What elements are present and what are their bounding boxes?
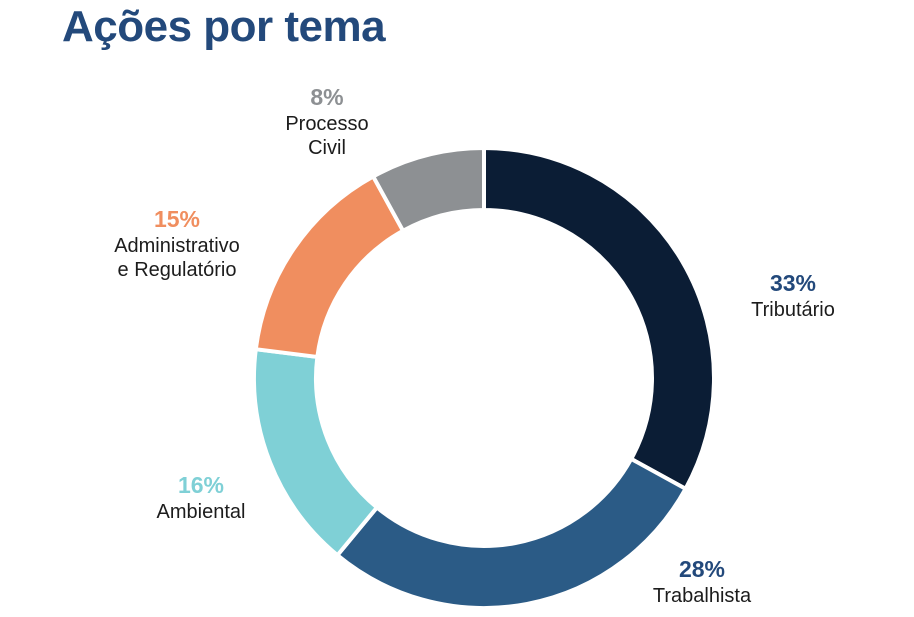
pct-label-administrativo: 15% (153, 206, 201, 232)
slice-label-tributario: 33% Tributário (738, 270, 848, 322)
pct-label-trabalhista: 28% (678, 556, 726, 582)
slice-label-processo-civil: 8% Processo Civil (262, 84, 392, 160)
category-label-administrativo: Administrativo e Regulatório (114, 234, 240, 281)
slice-tributario (482, 145, 716, 492)
pct-label-ambiental: 16% (177, 472, 225, 498)
category-label-processo-civil: Processo Civil (285, 112, 369, 159)
chart-title: Ações por tema (62, 2, 386, 51)
category-label-ambiental: Ambiental (156, 500, 246, 523)
category-label-trabalhista: Trabalhista (652, 584, 752, 607)
slice-label-trabalhista: 28% Trabalhista (640, 556, 764, 608)
pct-label-processo-civil: 8% (310, 84, 344, 110)
slice-processo-civil (370, 145, 486, 234)
slice-trabalhista (334, 456, 689, 610)
slice-administrativo (253, 173, 406, 360)
pct-label-tributario: 33% (769, 270, 817, 296)
category-label-tributario: Tributário (751, 298, 835, 321)
slice-label-administrativo: 15% Administrativo e Regulatório (96, 206, 258, 282)
slice-ambiental (252, 346, 380, 559)
slice-label-ambiental: 16% Ambiental (145, 472, 257, 524)
